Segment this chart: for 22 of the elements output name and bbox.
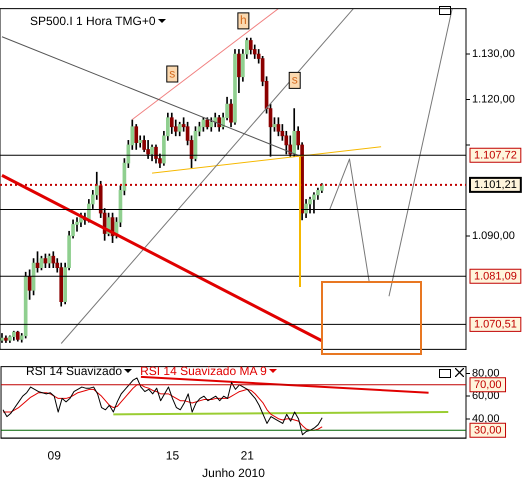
x-tick-label: 15 (166, 448, 180, 463)
x-tick-label: 09 (48, 448, 62, 463)
x-axis-title: Junho 2010 (202, 466, 266, 480)
ref-line-label: 1.101,21 (474, 178, 517, 191)
ref-line-label: 1.081,09 (474, 270, 517, 282)
annotation: s (169, 66, 176, 80)
y-tick-label: 40,00 (472, 412, 500, 425)
ref-line-label: 1.070,51 (474, 318, 517, 330)
candlestick (272, 117, 276, 132)
annotation: h (240, 13, 247, 28)
y-tick-label: 1.120,00 (472, 94, 515, 106)
ref-line-label: 70,00 (474, 378, 502, 391)
x-tick-label: 21 (240, 448, 254, 463)
text: SP500.I 1 Hora TMG+0 (30, 14, 156, 28)
legend-label: RSI 14 Suavizado (26, 364, 122, 378)
ref-line-label: 1.107,72 (474, 149, 517, 162)
y-tick-label: 1.090,00 (472, 230, 515, 242)
annotation: s (292, 72, 298, 87)
legend-label: RSI 14 Suavizado MA 9 (140, 364, 267, 378)
y-tick-label: 1.130,00 (472, 48, 515, 60)
y-tick-label: 80,00 (472, 367, 500, 380)
ref-line-label: 30,00 (474, 424, 502, 436)
